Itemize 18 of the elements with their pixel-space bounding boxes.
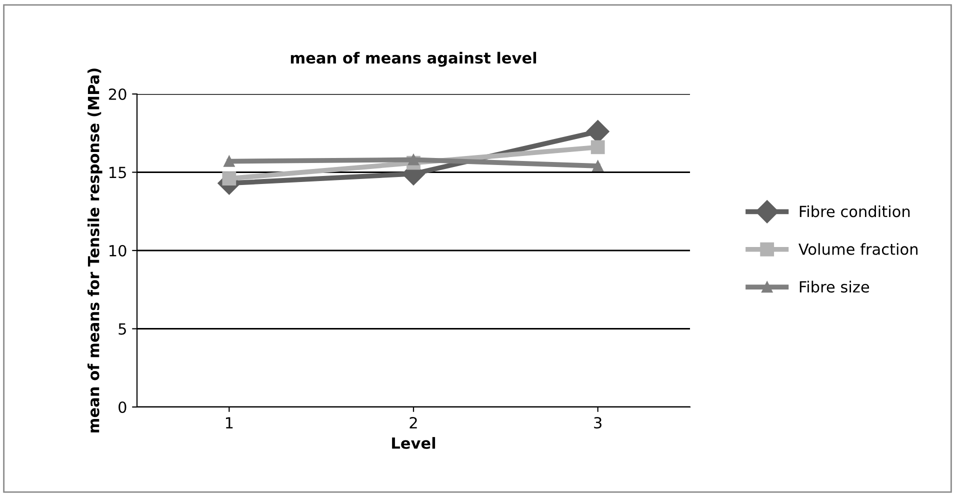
y-tick-label: 15 (110, 166, 126, 178)
chart-title: mean of means against level (290, 52, 536, 67)
point (590, 140, 605, 154)
x-tick-label: 3 (594, 416, 602, 429)
y-tick-label: 0 (118, 401, 126, 414)
y-axis-title: mean of means for Tensile response (MPa) (87, 68, 102, 432)
point (592, 160, 604, 172)
point (224, 156, 235, 167)
x-tick-label: 1 (226, 417, 233, 428)
y-tick-label: 10 (110, 244, 126, 257)
legend-label: Volume fraction (798, 243, 918, 255)
point (408, 154, 420, 166)
legend-label: Fibre size (800, 280, 870, 293)
x-axis-title: Level (392, 437, 436, 449)
legend-label: Fibre condition (800, 205, 910, 218)
y-tick-label: 20 (108, 88, 126, 100)
y-tick-label: 5 (118, 323, 126, 335)
x-tick-label: 2 (410, 416, 417, 428)
